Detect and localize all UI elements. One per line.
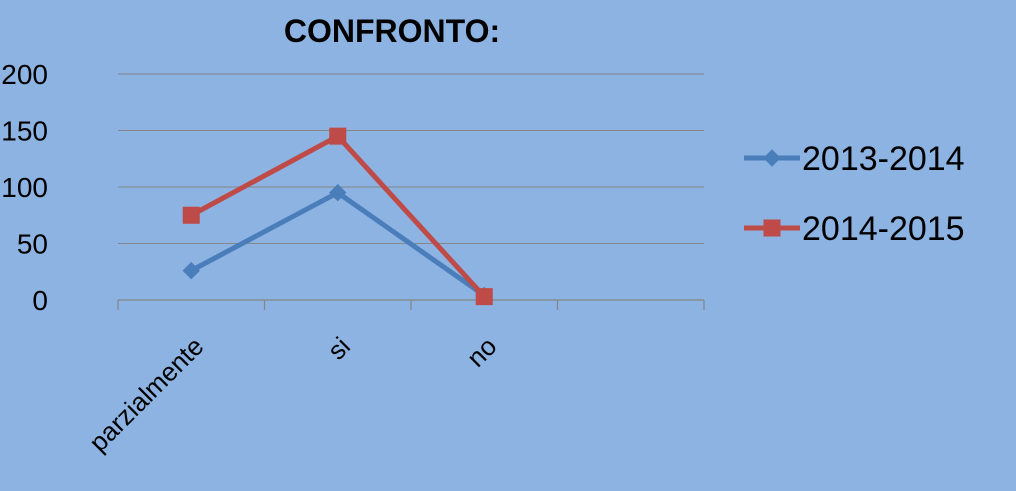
legend-item: 2014-2015: [744, 210, 965, 248]
y-tick-label: 200: [1, 59, 48, 90]
y-axis-ticks: 0 50 100 150 200: [1, 59, 48, 316]
legend: 2013-2014 2014-2015: [744, 140, 965, 248]
series-2013-2014: [182, 183, 493, 305]
chart-title: CONFRONTO:: [284, 13, 500, 49]
data-point-marker: [182, 206, 200, 224]
legend-label: 2013-2014: [802, 140, 965, 178]
series-2014-2015: [182, 127, 493, 306]
legend-item: 2013-2014: [744, 140, 965, 178]
series-line: [190, 133, 487, 299]
data-point-marker: [475, 288, 493, 306]
x-category-label: no: [461, 331, 503, 373]
x-category-label: si: [321, 331, 355, 365]
legend-label: 2014-2015: [802, 210, 965, 248]
y-tick-label: 0: [32, 285, 48, 316]
x-category-label: parzialmente: [83, 331, 209, 457]
series-line: [190, 190, 486, 298]
axes: [117, 299, 705, 310]
legend-marker: [763, 219, 781, 237]
data-point-marker: [182, 261, 200, 280]
y-tick-label: 100: [1, 172, 48, 203]
x-axis-labels: parzialmente si no: [83, 331, 502, 457]
data-point-marker: [329, 127, 347, 145]
data-point-marker: [329, 183, 347, 202]
y-tick-label: 150: [1, 116, 48, 147]
legend-marker: [763, 149, 781, 167]
y-tick-label: 50: [17, 229, 48, 260]
series-group: [182, 127, 493, 306]
